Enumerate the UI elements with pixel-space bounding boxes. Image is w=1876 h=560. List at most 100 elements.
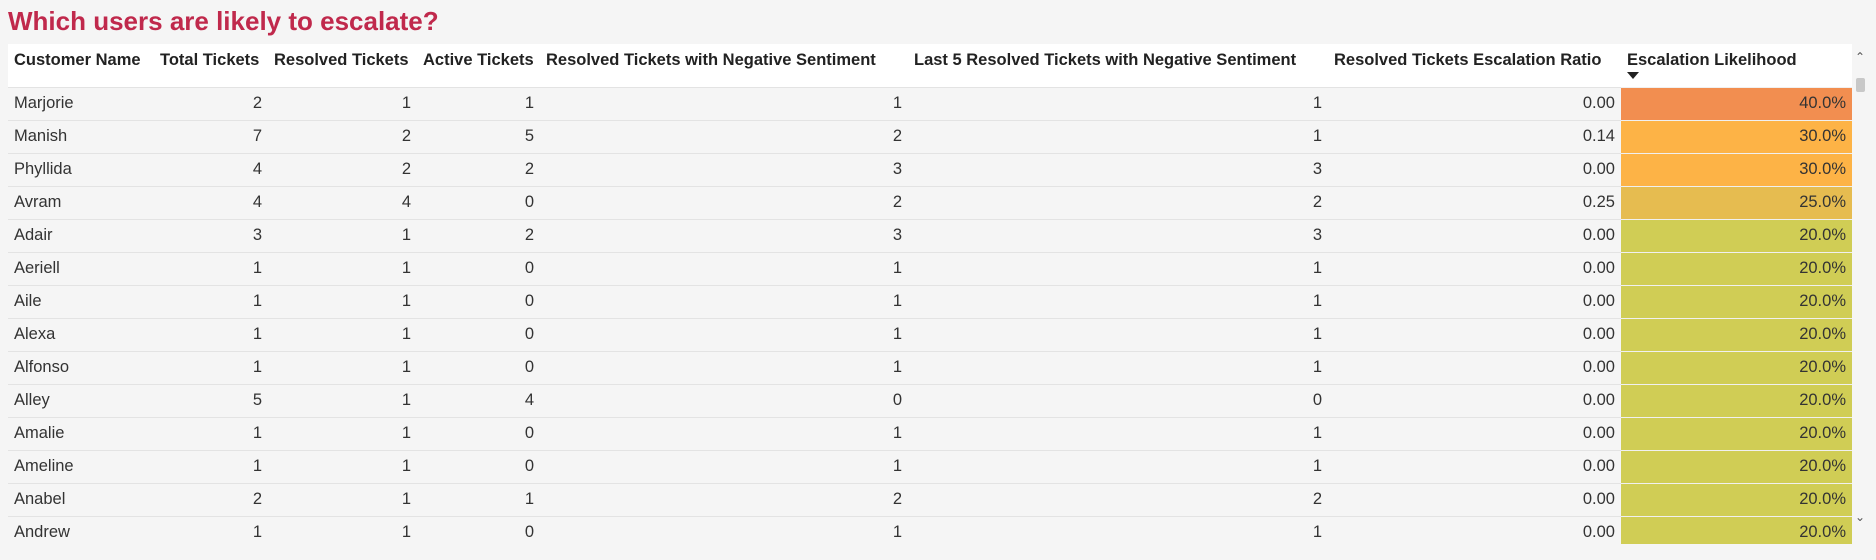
cell-total-tickets: 1 <box>154 416 268 450</box>
cell-last5-negative-sentiment: 3 <box>908 218 1328 252</box>
cell-resolved-tickets: 1 <box>268 482 417 516</box>
cell-last5-negative-sentiment: 2 <box>908 482 1328 516</box>
cell-last5-negative-sentiment: 1 <box>908 416 1328 450</box>
cell-last5-negative-sentiment: 2 <box>908 185 1328 219</box>
cell-customer-name: Manish <box>8 119 154 153</box>
cell-active-tickets: 0 <box>417 284 540 318</box>
cell-active-tickets: 2 <box>417 218 540 252</box>
column-header-active-tickets[interactable]: Active Tickets <box>423 51 534 69</box>
column-header-total-tickets[interactable]: Total Tickets <box>160 51 260 69</box>
table-row[interactable]: Alfonso 1 1 0 1 1 0.00 20.0% <box>8 350 1852 384</box>
table-row[interactable]: Phyllida 4 2 2 3 3 0.00 30.0% <box>8 152 1852 186</box>
cell-customer-name: Phyllida <box>8 152 154 186</box>
cell-resolved-tickets: 1 <box>268 449 417 483</box>
escalation-table: Customer Name Total Tickets Resolved Tic… <box>8 44 1852 544</box>
cell-escalation-ratio: 0.00 <box>1328 152 1621 186</box>
cell-total-tickets: 1 <box>154 251 268 285</box>
cell-last5-negative-sentiment: 1 <box>908 449 1328 483</box>
cell-escalation-ratio: 0.00 <box>1328 86 1621 120</box>
cell-resolved-tickets: 1 <box>268 350 417 384</box>
cell-resolved-tickets: 2 <box>268 152 417 186</box>
column-header-escalation-likelihood-label: Escalation Likelihood <box>1627 51 1797 69</box>
cell-resolved-negative-sentiment: 1 <box>540 284 908 318</box>
table-row[interactable]: Manish 7 2 5 2 1 0.14 30.0% <box>8 119 1852 153</box>
cell-active-tickets: 0 <box>417 185 540 219</box>
table-row[interactable]: Aile 1 1 0 1 1 0.00 20.0% <box>8 284 1852 318</box>
cell-active-tickets: 0 <box>417 515 540 544</box>
cell-resolved-tickets: 2 <box>268 119 417 153</box>
column-header-escalation-ratio[interactable]: Resolved Tickets Escalation Ratio <box>1334 51 1602 69</box>
cell-resolved-negative-sentiment: 2 <box>540 482 908 516</box>
cell-total-tickets: 4 <box>154 185 268 219</box>
cell-resolved-tickets: 1 <box>268 416 417 450</box>
table-header-row: Customer Name Total Tickets Resolved Tic… <box>8 44 1852 87</box>
cell-resolved-tickets: 4 <box>268 185 417 219</box>
chevron-down-icon[interactable]: ⌄ <box>1855 510 1866 524</box>
table-row[interactable]: Alley 5 1 4 0 0 0.00 20.0% <box>8 383 1852 417</box>
table-row[interactable]: Amalie 1 1 0 1 1 0.00 20.0% <box>8 416 1852 450</box>
table-row[interactable]: Adair 3 1 2 3 3 0.00 20.0% <box>8 218 1852 252</box>
cell-escalation-likelihood: 25.0% <box>1621 185 1852 219</box>
cell-customer-name: Alfonso <box>8 350 154 384</box>
table-row[interactable]: Andrew 1 1 0 1 1 0.00 20.0% <box>8 515 1852 544</box>
table-body: Marjorie 2 1 1 1 1 0.00 40.0% Manish 7 2 5 2 1 0.14 30.… <box>8 86 1852 544</box>
cell-customer-name: Ameline <box>8 449 154 483</box>
column-header-last5-negative-sentiment[interactable]: Last 5 Resolved Tickets with Negative Se… <box>914 51 1297 69</box>
table-row[interactable]: Ameline 1 1 0 1 1 0.00 20.0% <box>8 449 1852 483</box>
cell-escalation-likelihood: 20.0% <box>1621 515 1852 544</box>
cell-escalation-likelihood: 40.0% <box>1621 86 1852 120</box>
cell-last5-negative-sentiment: 1 <box>908 284 1328 318</box>
cell-customer-name: Andrew <box>8 515 154 544</box>
cell-last5-negative-sentiment: 0 <box>908 383 1328 417</box>
cell-escalation-ratio: 0.14 <box>1328 119 1621 153</box>
cell-escalation-likelihood: 20.0% <box>1621 416 1852 450</box>
table-row[interactable]: Alexa 1 1 0 1 1 0.00 20.0% <box>8 317 1852 351</box>
cell-resolved-negative-sentiment: 1 <box>540 86 908 120</box>
chevron-up-icon[interactable]: ⌃ <box>1855 50 1866 64</box>
cell-escalation-ratio: 0.00 <box>1328 284 1621 318</box>
cell-escalation-ratio: 0.00 <box>1328 218 1621 252</box>
cell-resolved-tickets: 1 <box>268 86 417 120</box>
column-header-resolved-negative-sentiment[interactable]: Resolved Tickets with Negative Sentiment <box>546 51 876 69</box>
cell-last5-negative-sentiment: 1 <box>908 350 1328 384</box>
table-row[interactable]: Anabel 2 1 1 2 2 0.00 20.0% <box>8 482 1852 516</box>
table-row[interactable]: Aeriell 1 1 0 1 1 0.00 20.0% <box>8 251 1852 285</box>
cell-resolved-negative-sentiment: 3 <box>540 218 908 252</box>
cell-resolved-negative-sentiment: 3 <box>540 152 908 186</box>
cell-active-tickets: 0 <box>417 251 540 285</box>
cell-total-tickets: 2 <box>154 482 268 516</box>
cell-last5-negative-sentiment: 1 <box>908 515 1328 544</box>
cell-resolved-tickets: 1 <box>268 218 417 252</box>
cell-last5-negative-sentiment: 1 <box>908 251 1328 285</box>
cell-resolved-negative-sentiment: 1 <box>540 515 908 544</box>
cell-escalation-ratio: 0.00 <box>1328 350 1621 384</box>
cell-customer-name: Avram <box>8 185 154 219</box>
cell-last5-negative-sentiment: 1 <box>908 119 1328 153</box>
column-header-escalation-likelihood[interactable]: Escalation Likelihood <box>1621 44 1852 87</box>
cell-escalation-ratio: 0.00 <box>1328 317 1621 351</box>
cell-escalation-likelihood: 30.0% <box>1621 152 1852 186</box>
cell-escalation-likelihood: 20.0% <box>1621 350 1852 384</box>
cell-resolved-negative-sentiment: 1 <box>540 350 908 384</box>
cell-active-tickets: 2 <box>417 152 540 186</box>
cell-escalation-likelihood: 20.0% <box>1621 251 1852 285</box>
escalation-table-container: Customer Name Total Tickets Resolved Tic… <box>8 44 1852 544</box>
cell-escalation-ratio: 0.00 <box>1328 449 1621 483</box>
cell-total-tickets: 1 <box>154 317 268 351</box>
column-header-customer-name[interactable]: Customer Name <box>14 51 141 69</box>
cell-escalation-ratio: 0.00 <box>1328 515 1621 544</box>
cell-escalation-ratio: 0.00 <box>1328 383 1621 417</box>
cell-resolved-negative-sentiment: 1 <box>540 416 908 450</box>
cell-total-tickets: 1 <box>154 284 268 318</box>
cell-escalation-likelihood: 20.0% <box>1621 449 1852 483</box>
cell-resolved-negative-sentiment: 0 <box>540 383 908 417</box>
scrollbar-thumb[interactable] <box>1856 78 1865 92</box>
table-row[interactable]: Marjorie 2 1 1 1 1 0.00 40.0% <box>8 86 1852 120</box>
cell-escalation-ratio: 0.00 <box>1328 251 1621 285</box>
cell-last5-negative-sentiment: 1 <box>908 317 1328 351</box>
column-header-resolved-tickets[interactable]: Resolved Tickets <box>274 51 409 69</box>
vertical-scrollbar[interactable]: ⌃ ⌄ <box>1852 44 1868 534</box>
cell-active-tickets: 5 <box>417 119 540 153</box>
table-row[interactable]: Avram 4 4 0 2 2 0.25 25.0% <box>8 185 1852 219</box>
sort-descending-icon[interactable] <box>1627 72 1639 79</box>
